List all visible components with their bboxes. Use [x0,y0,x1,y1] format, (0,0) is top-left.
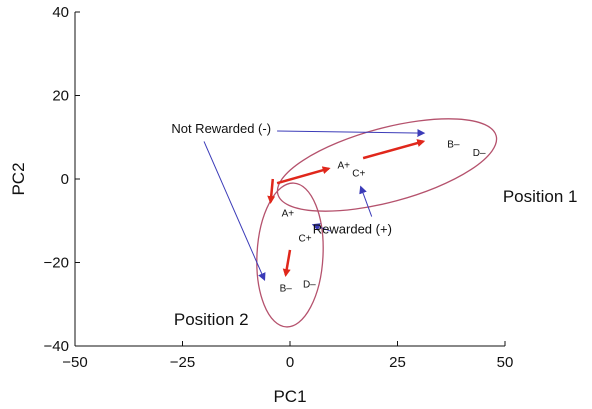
y-axis-label: PC2 [9,162,28,195]
y-tick-label: 0 [61,171,69,188]
point-label: D– [303,279,316,290]
data-points: A+C+B–D–A+C+B– D– [280,140,486,295]
y-tick-label: −20 [44,255,69,272]
trajectory-arrow [267,178,276,204]
point-label: C+ [299,233,312,244]
group-label: Position 1 [503,187,578,206]
annotation-label: Rewarded (+) [313,221,392,236]
point-label: A+ [337,160,350,171]
point-label: B– [280,284,293,295]
group-ellipses [256,118,498,328]
point-label: A+ [282,208,295,219]
point-label: D– [473,148,486,159]
trajectory-arrow [282,249,292,277]
group-label: Position 2 [174,310,249,329]
point-label: B– [447,140,460,151]
group-labels: Position 1 Position 2 [174,187,578,329]
x-tick-label: 0 [286,354,294,371]
annotation-arrow [203,141,266,282]
x-tick-label: −25 [170,354,195,371]
position-2-ellipse [256,182,324,328]
annotation-label: Not Rewarded (-) [171,121,271,136]
trajectory-arrows [267,139,426,277]
x-tick-label: 50 [497,354,514,371]
x-tick-label: −50 [62,354,87,371]
annotation-arrow [277,128,426,137]
y-tick-label: 40 [52,4,69,21]
ticks: −50 −25 0 25 50 −40 −20 0 20 40 [44,4,514,371]
annotation-arrow [359,185,373,217]
annotation-labels: Not Rewarded (-) Rewarded (+) [171,121,392,236]
x-axis-label: PC1 [273,387,306,406]
y-tick-label: −40 [44,338,69,355]
position-1-ellipse [276,118,498,212]
annotation-arrows [203,128,426,282]
y-tick-label: 20 [52,88,69,105]
annotation-arrow [311,223,332,232]
point-label: C+ [352,169,365,180]
trajectory-arrow [276,166,331,185]
trajectory-arrow [362,139,426,160]
x-tick-label: 25 [389,354,406,371]
